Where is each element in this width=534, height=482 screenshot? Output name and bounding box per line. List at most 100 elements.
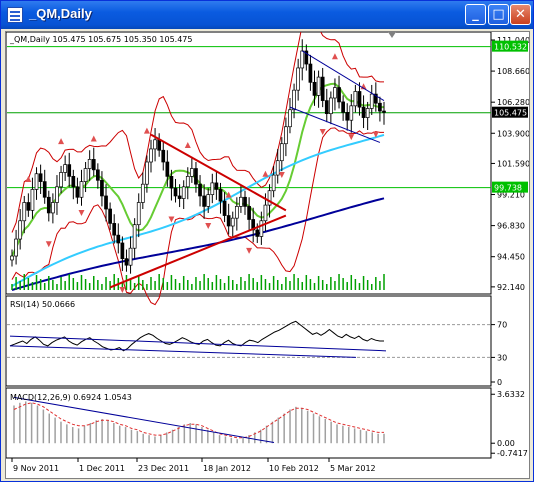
date-axis-label: 10 Feb 2012	[269, 464, 319, 473]
candle-body	[46, 196, 51, 214]
candle-body	[165, 161, 170, 177]
macd-panel[interactable]	[5, 387, 492, 459]
price-axis-label: 101.590	[497, 159, 529, 168]
candle-body	[95, 169, 100, 181]
candle-body	[67, 164, 72, 177]
candle-body	[337, 87, 341, 103]
candle-body	[22, 202, 27, 222]
date-axis-label: 9 Nov 2011	[13, 464, 59, 473]
candle-body	[312, 81, 317, 96]
candle-body	[202, 195, 206, 207]
candle-body	[136, 202, 141, 226]
date-axis-label: 1 Dec 2011	[79, 464, 125, 473]
title-bar[interactable]: _QM,Daily _ □ ✕	[1, 1, 533, 29]
candle-body	[263, 204, 268, 222]
fractal-down-arrow	[319, 128, 326, 135]
candle-body	[316, 76, 321, 96]
candle-body	[373, 93, 378, 104]
fractal-down-arrow	[246, 247, 253, 254]
candle-body	[161, 149, 166, 163]
rsi-trend-line-lower	[9, 345, 357, 358]
candle-body	[296, 67, 301, 91]
candle-body	[234, 206, 239, 219]
candle-body	[345, 112, 350, 121]
price-header: _QM,Daily 105.475 105.675 105.350 105.47…	[9, 35, 192, 44]
candle-body	[361, 106, 366, 118]
rsi-axis-label: 0	[497, 378, 502, 387]
candle-body	[247, 206, 251, 220]
candle-body	[320, 76, 325, 101]
price-label-box	[492, 106, 528, 118]
candle-body	[128, 247, 133, 266]
fractal-up-arrow	[184, 142, 191, 149]
candle-body	[91, 159, 96, 171]
candle-body	[153, 139, 157, 150]
candle-body	[210, 182, 215, 196]
fractal-down-arrow	[168, 216, 175, 223]
candle-body	[55, 186, 59, 203]
candle-body	[112, 223, 117, 236]
candle-body	[230, 217, 235, 227]
candle-body	[63, 164, 67, 173]
price-panel[interactable]	[5, 31, 492, 295]
bollinger-lower-line	[11, 127, 384, 306]
fractal-down-arrow	[205, 223, 212, 229]
fractal-up-arrow	[58, 138, 65, 145]
candle-body	[300, 50, 305, 69]
bollinger-upper-line	[11, 16, 384, 233]
candle-body	[259, 220, 264, 237]
candle-body	[132, 224, 137, 249]
candle-body	[104, 195, 108, 210]
price-axis-label: 92.140	[497, 283, 525, 292]
maximize-button[interactable]: □	[488, 4, 509, 25]
chart-shift-marker[interactable]	[388, 32, 396, 38]
fractal-down-arrow	[78, 209, 85, 216]
fractal-up-arrow	[262, 170, 269, 177]
chart-app-icon	[7, 7, 23, 23]
candle-body	[378, 102, 382, 112]
price-label-box	[492, 181, 528, 193]
candle-body	[243, 196, 247, 207]
candle-body	[239, 196, 243, 207]
candle-body	[357, 91, 362, 108]
candle-body	[324, 100, 329, 115]
fractal-down-arrow	[348, 134, 355, 141]
fractal-down-arrow	[278, 172, 285, 179]
price-axis-label: 106.280	[497, 98, 529, 107]
minimize-button[interactable]: _	[465, 4, 486, 25]
channel-line-upper	[301, 50, 385, 102]
candle-body	[382, 110, 386, 113]
price-axis-label: 108.660	[497, 67, 529, 76]
macd-axis-label: 3.6332	[497, 390, 525, 399]
candle-body	[206, 194, 211, 207]
candle-body	[100, 179, 104, 197]
candle-body	[51, 202, 55, 214]
trend-line-upper-red	[150, 133, 287, 212]
fractal-up-arrow	[331, 53, 338, 60]
candle-body	[42, 181, 47, 198]
chart-canvas[interactable]: 111.040 108.660 106.280 103.900 101.590 99.21…	[5, 16, 530, 478]
price-label: 99.738	[494, 184, 522, 193]
macd-axis-label: -0.7417	[497, 449, 528, 458]
candle-body	[226, 215, 231, 227]
candle-body	[329, 97, 333, 115]
fractal-up-arrow	[143, 127, 150, 134]
moving-average-navy	[11, 197, 385, 291]
price-axis-label: 99.210	[497, 191, 525, 200]
candle-body	[157, 139, 162, 151]
chart-area[interactable]: 111.040 108.660 106.280 103.900 101.590 99.21…	[5, 16, 530, 479]
candle-body	[190, 168, 194, 177]
date-axis-label: 18 Jan 2012	[203, 464, 251, 473]
candle-body	[116, 234, 121, 244]
fractal-down-arrow	[119, 287, 126, 293]
fractal-up-arrow	[25, 175, 32, 182]
candle-body	[369, 93, 374, 109]
candle-body	[222, 200, 227, 216]
candle-body	[173, 187, 178, 197]
close-button[interactable]: ✕	[510, 4, 531, 25]
candle-body	[185, 176, 190, 188]
fractal-up-arrow	[90, 135, 97, 142]
candle-body	[149, 148, 153, 163]
candle-body	[292, 89, 296, 111]
